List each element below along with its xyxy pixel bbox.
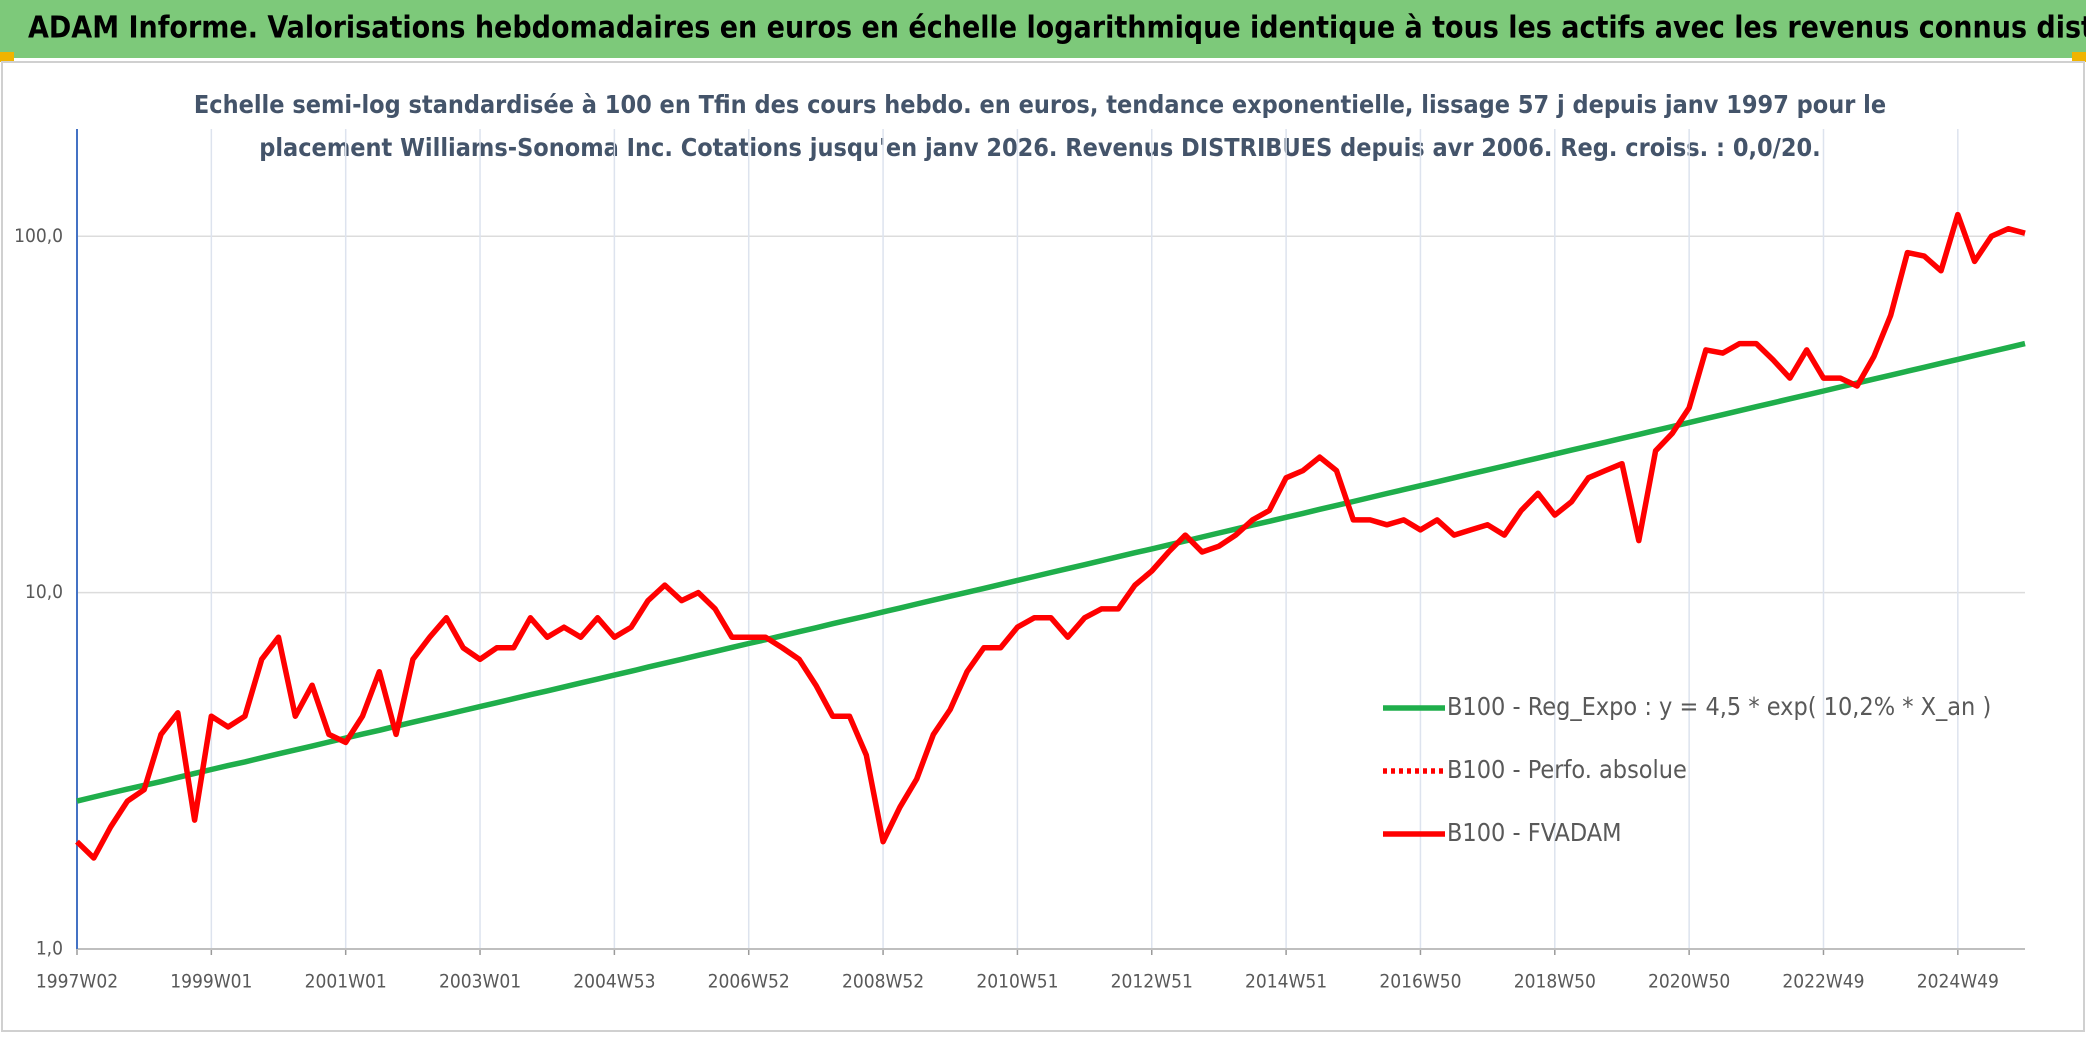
corner-mark (2072, 52, 2086, 62)
x-tick-label: 2014W51 (1245, 971, 1327, 993)
x-tick-label: 2024W49 (1917, 971, 1999, 993)
legend-label: B100 - Perfo. absolue (1447, 755, 1687, 784)
x-tick-label: 2020W50 (1648, 971, 1730, 993)
frame (1, 61, 2085, 1032)
y-tick-label: 1,0 (36, 938, 63, 960)
corner-mark (0, 52, 14, 62)
x-tick-label: 2016W50 (1379, 971, 1461, 993)
x-tick-label: 2022W49 (1782, 971, 1864, 993)
x-tick-label: 2001W01 (305, 971, 387, 993)
x-tick-label: 2008W52 (842, 971, 924, 993)
legend-label: B100 - Reg_Expo : y = 4,5 * exp( 10,2% *… (1447, 692, 1991, 721)
chart-title: ADAM Informe. Valorisations hebdomadaire… (28, 11, 2086, 46)
chart-subtitle: placement Williams-Sonoma Inc. Cotations… (259, 133, 1820, 162)
series-line (76, 340, 2026, 804)
legend-label: B100 - FVADAM (1447, 818, 1622, 847)
series-line (75, 211, 2026, 861)
x-tick-label: 1997W02 (36, 971, 118, 993)
x-tick-label: 2006W52 (708, 971, 790, 993)
x-tick-label: 2010W51 (976, 971, 1058, 993)
chart-subtitle: Echelle semi-log standardisée à 100 en T… (194, 90, 1886, 119)
header-bar (0, 0, 2086, 58)
y-tick-label: 100,0 (14, 225, 63, 247)
x-tick-label: 2012W51 (1111, 971, 1193, 993)
x-tick-label: 2003W01 (439, 971, 521, 993)
x-tick-label: 1999W01 (170, 971, 252, 993)
x-tick-label: 2004W53 (573, 971, 655, 993)
y-tick-label: 10,0 (25, 581, 63, 603)
x-tick-label: 2018W50 (1514, 971, 1596, 993)
